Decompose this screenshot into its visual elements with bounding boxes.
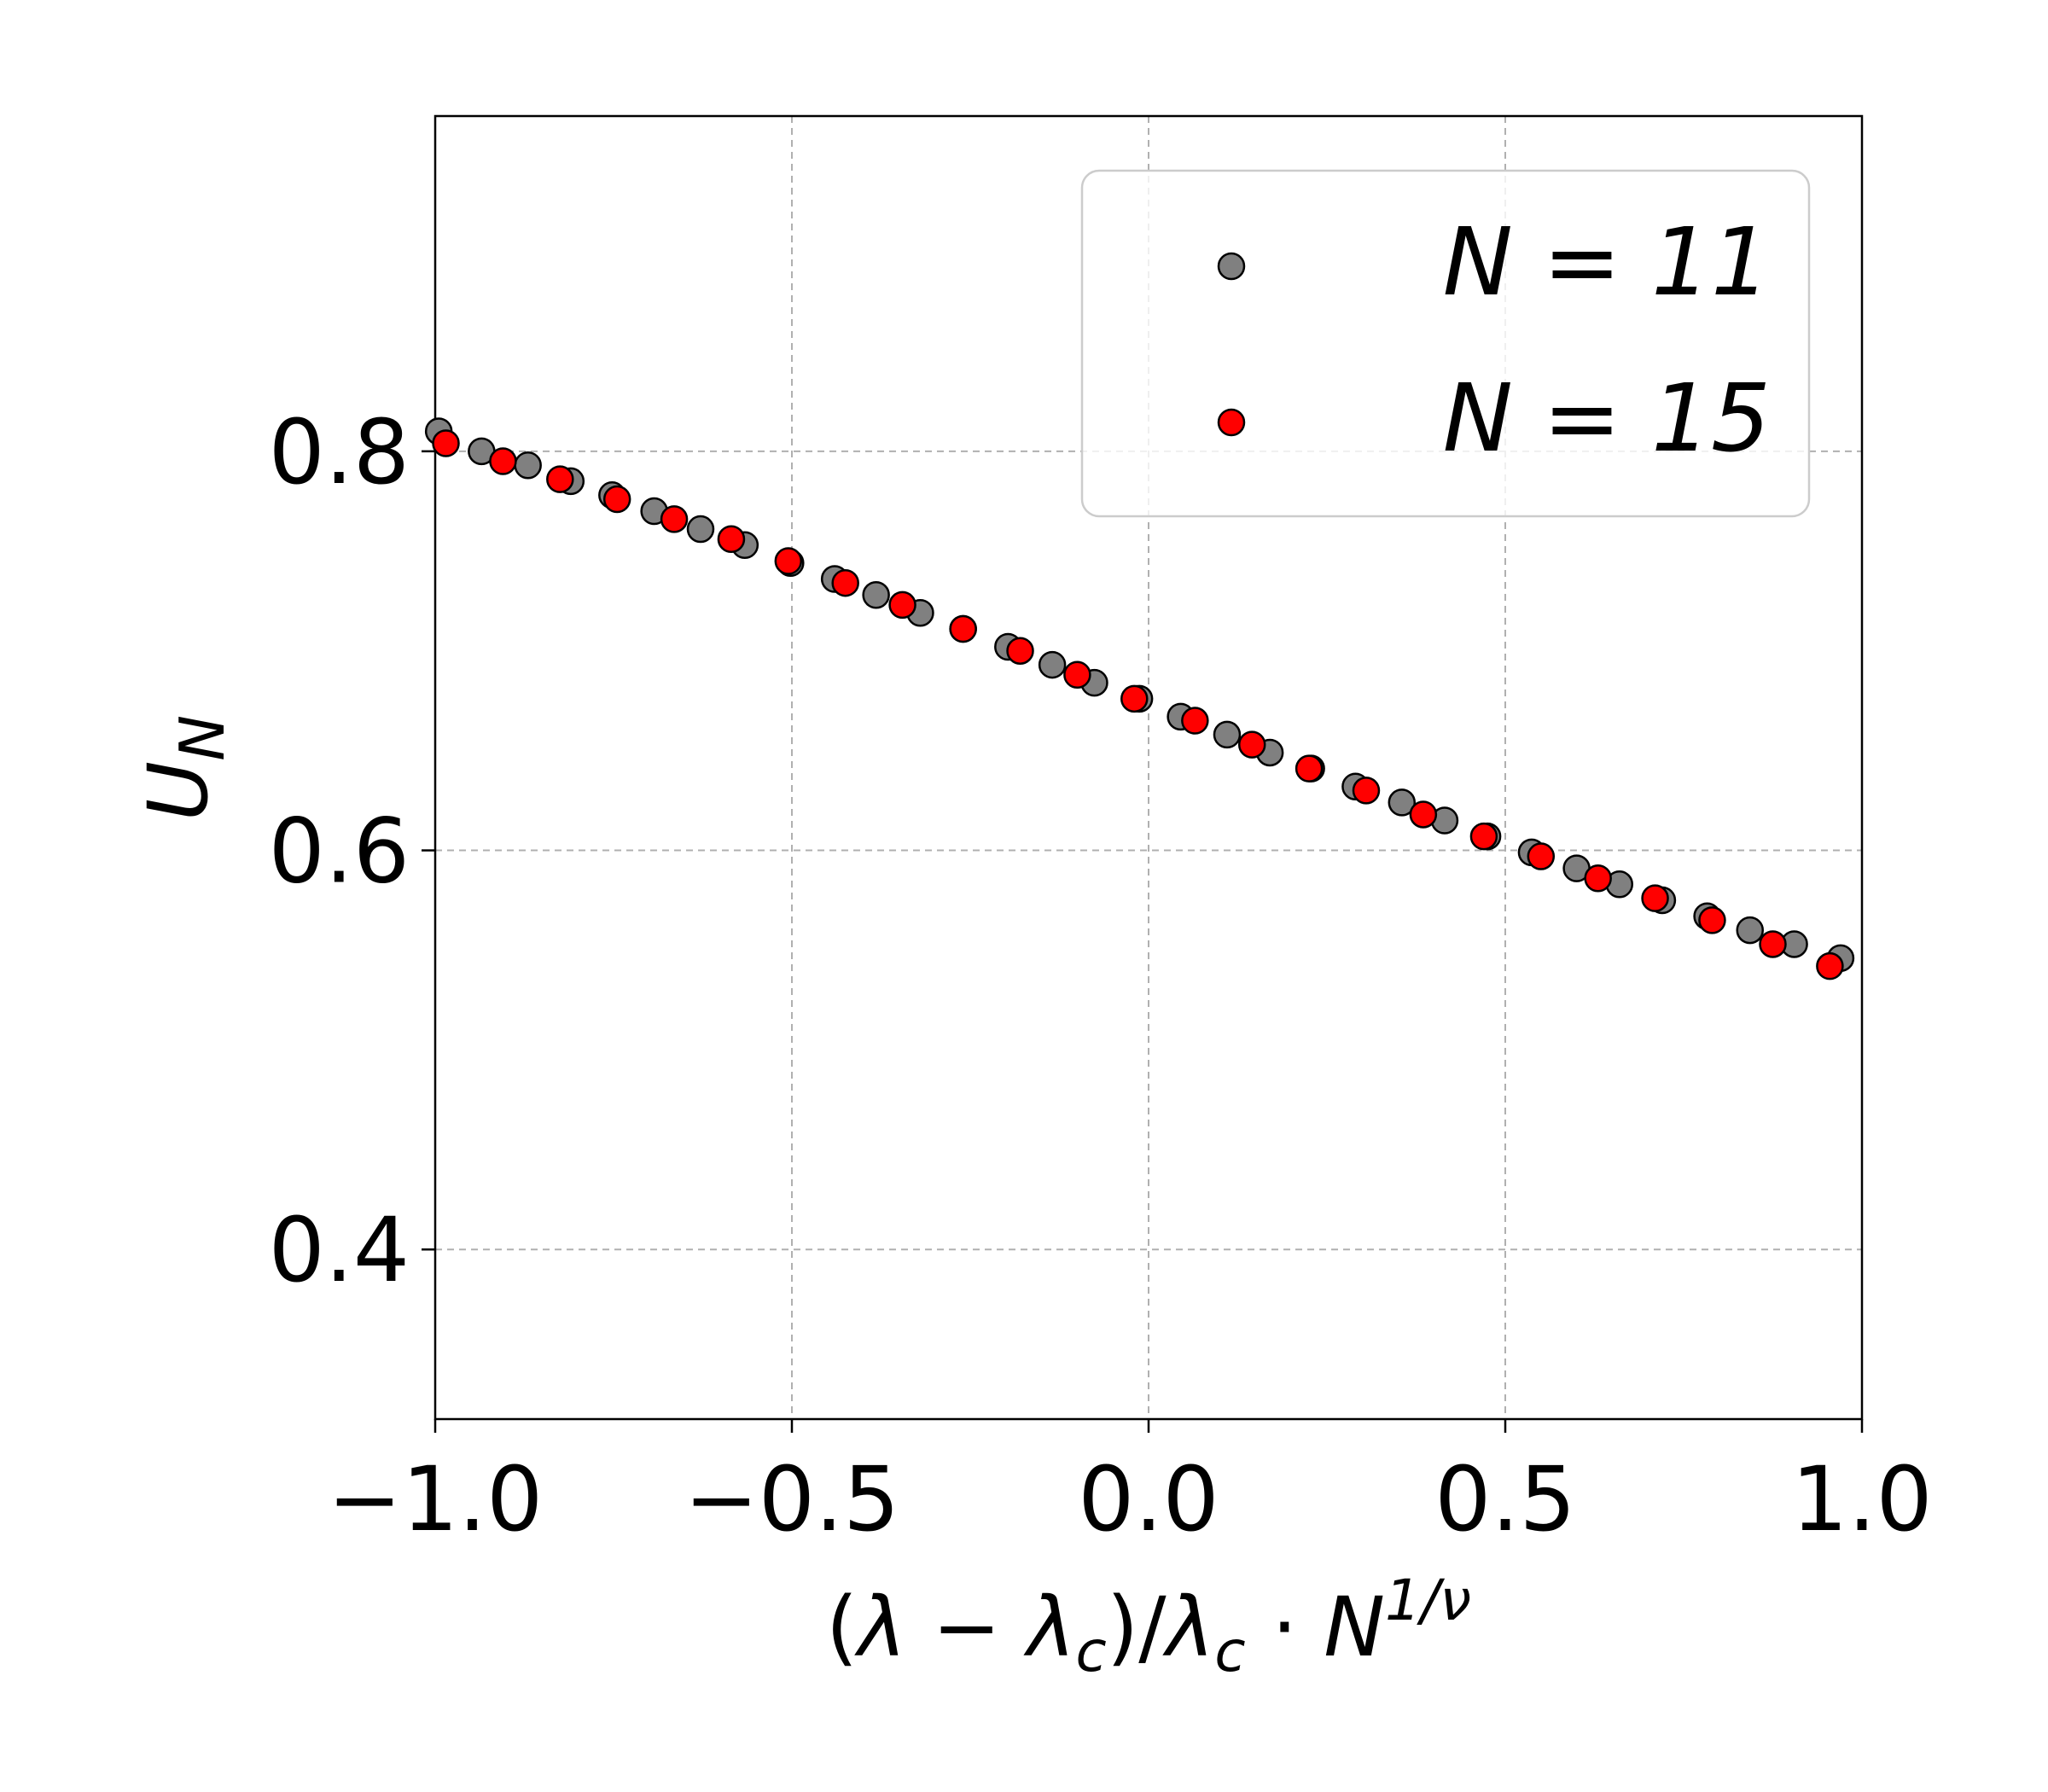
y-tick-label: 0.8 (269, 400, 410, 504)
x-axis-label: (λ − λc)/λc · N1/ν (826, 1568, 1471, 1684)
data-point (717, 525, 746, 553)
x-tick-label: 0.0 (1078, 1447, 1219, 1551)
data-point (1388, 788, 1417, 817)
x-tick-label: 1.0 (1791, 1447, 1932, 1551)
data-point (888, 591, 916, 620)
y-tick-label: 0.6 (269, 800, 410, 904)
legend-label-series-2: N = 15 (1443, 364, 1771, 473)
data-point (602, 485, 631, 514)
legend-label-series-1: N = 11 (1443, 207, 1771, 317)
series-2-points (432, 429, 1844, 980)
data-point (432, 429, 460, 457)
data-point (1237, 730, 1266, 759)
data-point (1063, 660, 1091, 689)
legend-box (1080, 169, 1811, 518)
data-point (862, 580, 890, 609)
data-point (660, 505, 689, 533)
axis-ticks: −1.0 −0.5 0.0 0.5 1.0 0.4 0.6 0.8 (269, 400, 1933, 1551)
x-tick-label: −1.0 (328, 1447, 544, 1551)
y-axis-label: UN (131, 715, 238, 821)
legend-marker-series-1 (1217, 252, 1246, 281)
data-point (1295, 754, 1324, 783)
y-tick-label: 0.4 (269, 1198, 410, 1302)
data-point (949, 614, 977, 643)
data-point (546, 465, 574, 493)
data-point (1527, 842, 1556, 870)
data-point (1469, 822, 1498, 851)
data-point (1759, 930, 1787, 958)
data-point (1006, 637, 1034, 665)
data-point (1816, 951, 1844, 980)
data-point (514, 451, 542, 480)
data-point (1641, 884, 1669, 912)
x-tick-label: 0.5 (1434, 1447, 1575, 1551)
data-point (831, 568, 859, 597)
legend: N = 11 N = 15 (1080, 169, 1811, 518)
data-point (1038, 650, 1067, 679)
data-point (1698, 906, 1726, 934)
data-point (1352, 777, 1381, 805)
data-point (1584, 864, 1612, 893)
data-point (686, 515, 715, 544)
data-point (489, 447, 517, 475)
data-point (1409, 800, 1438, 829)
data-point (774, 547, 803, 575)
legend-marker-series-2 (1217, 408, 1246, 437)
x-tick-label: −0.5 (684, 1447, 900, 1551)
data-point (1736, 916, 1764, 945)
data-point (1213, 720, 1242, 749)
data-point (1120, 684, 1149, 713)
data-point (1181, 707, 1209, 735)
data-points (424, 417, 1855, 980)
